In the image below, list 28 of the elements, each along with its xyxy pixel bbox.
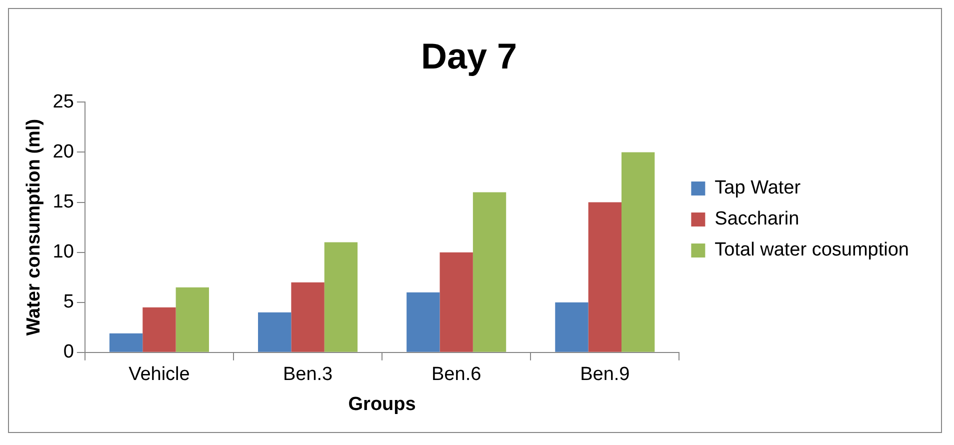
bar: [258, 312, 292, 352]
legend-label: Saccharin: [714, 208, 800, 230]
y-tick-label: 15: [52, 192, 74, 213]
bar: [142, 307, 176, 352]
legend-label: Total water cosumption: [714, 240, 910, 261]
bar: [555, 302, 588, 352]
bar: [176, 287, 209, 352]
bar: [406, 292, 440, 352]
x-tick-label: Ben.3: [282, 364, 333, 386]
bar: [109, 333, 143, 352]
y-tick-label: 10: [52, 242, 74, 263]
bar: [588, 202, 622, 352]
chart-title: Day 7: [420, 36, 518, 77]
bar: [472, 192, 506, 352]
x-tick-label: Vehicle: [128, 364, 190, 386]
x-tick-label: Ben.6: [432, 364, 482, 386]
y-tick-label: 0: [63, 342, 74, 363]
y-axis-title: Water consumption (ml): [24, 118, 45, 336]
x-tick-label: Ben.9: [580, 364, 630, 386]
y-tick-label: 20: [52, 141, 74, 162]
y-tick-label: 5: [63, 292, 74, 313]
x-axis-title: Groups: [348, 394, 416, 415]
bar: [324, 242, 358, 352]
bar: [440, 252, 473, 352]
y-tick-label: 25: [52, 91, 74, 112]
bar: [291, 282, 324, 352]
bar: [621, 152, 655, 352]
legend-label: Tap Water: [714, 178, 802, 199]
